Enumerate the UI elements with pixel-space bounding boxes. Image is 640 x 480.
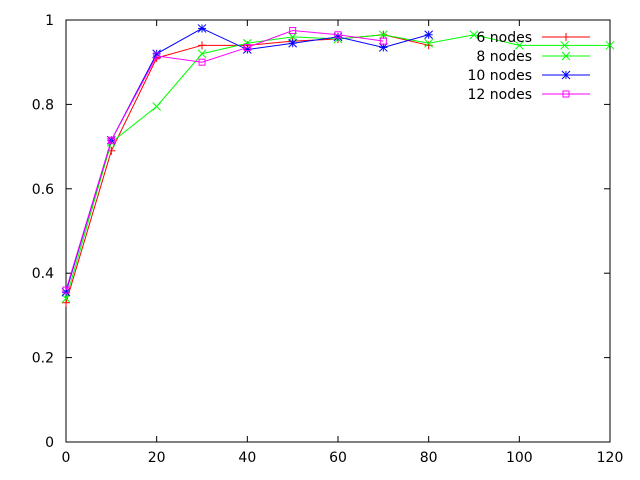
series-line-12-nodes [65, 30, 384, 291]
legend-item-8-nodes: 8 nodes [476, 49, 590, 65]
legend-marker-10-nodes [561, 70, 571, 80]
data-point-8-nodes [424, 38, 434, 48]
data-point-10-nodes [424, 30, 434, 40]
x-tick-label: 40 [238, 450, 256, 466]
x-tick-label: 100 [506, 450, 533, 466]
y-tick-label: 0.2 [32, 351, 54, 367]
data-point-12-nodes [107, 136, 115, 144]
series-10-nodes [61, 24, 434, 297]
legend-item-10-nodes: 10 nodes [468, 68, 590, 84]
data-point-6-nodes [62, 298, 70, 307]
legend-marker-8-nodes [561, 51, 571, 61]
legend-label: 10 nodes [468, 68, 533, 84]
data-point-12-nodes [289, 27, 297, 35]
data-point-8-nodes [469, 30, 479, 40]
data-point-8-nodes [197, 49, 207, 59]
series-6-nodes [62, 30, 433, 307]
data-point-12-nodes [62, 286, 70, 294]
y-tick-label: 0.6 [32, 182, 54, 198]
data-point-10-nodes [288, 38, 298, 48]
legend-label: 8 nodes [476, 49, 532, 65]
data-point-8-nodes [152, 102, 162, 111]
x-tick-label: 0 [62, 450, 71, 466]
legend-item-12-nodes: 12 nodes [468, 87, 590, 103]
y-tick-label: 0 [45, 435, 54, 451]
data-point-10-nodes [197, 24, 207, 33]
series-layer [61, 24, 615, 307]
data-point-8-nodes [378, 30, 388, 40]
data-point-12-nodes [153, 52, 161, 60]
x-axis: 0 20 40 60 80 100 120 [62, 20, 624, 466]
y-tick-label: 0.4 [32, 266, 54, 282]
legend-label: 6 nodes [476, 30, 532, 46]
data-point-8-nodes [560, 40, 570, 50]
data-point-8-nodes [288, 32, 298, 42]
y-axis: 0 0.2 0.4 0.6 0.8 1 [32, 13, 610, 451]
x-tick-label: 80 [420, 450, 438, 466]
data-point-12-nodes [198, 58, 206, 66]
series-12-nodes [62, 27, 387, 294]
legend-marker-12-nodes [562, 90, 570, 98]
data-point-12-nodes [243, 43, 251, 51]
y-tick-label: 1 [45, 13, 54, 29]
data-point-12-nodes [334, 31, 342, 39]
y-tick-label: 0.8 [32, 97, 54, 113]
legend-label: 12 nodes [468, 87, 533, 103]
data-point-8-nodes [61, 294, 71, 303]
series-line-10-nodes [65, 27, 429, 293]
data-point-8-nodes [514, 40, 524, 50]
x-tick-label: 120 [597, 450, 624, 466]
data-point-6-nodes [198, 41, 206, 50]
x-tick-label: 60 [329, 450, 347, 466]
x-tick-label: 20 [148, 450, 166, 466]
data-point-10-nodes [378, 43, 388, 52]
legend: 6 nodes 8 nodes 10 nodes 12 nodes [468, 30, 590, 103]
data-point-12-nodes [379, 37, 387, 45]
legend-item-6-nodes: 6 nodes [476, 30, 590, 46]
data-point-8-nodes [605, 40, 615, 50]
series-line-6-nodes [65, 34, 429, 303]
legend-marker-6-nodes [562, 33, 570, 41]
